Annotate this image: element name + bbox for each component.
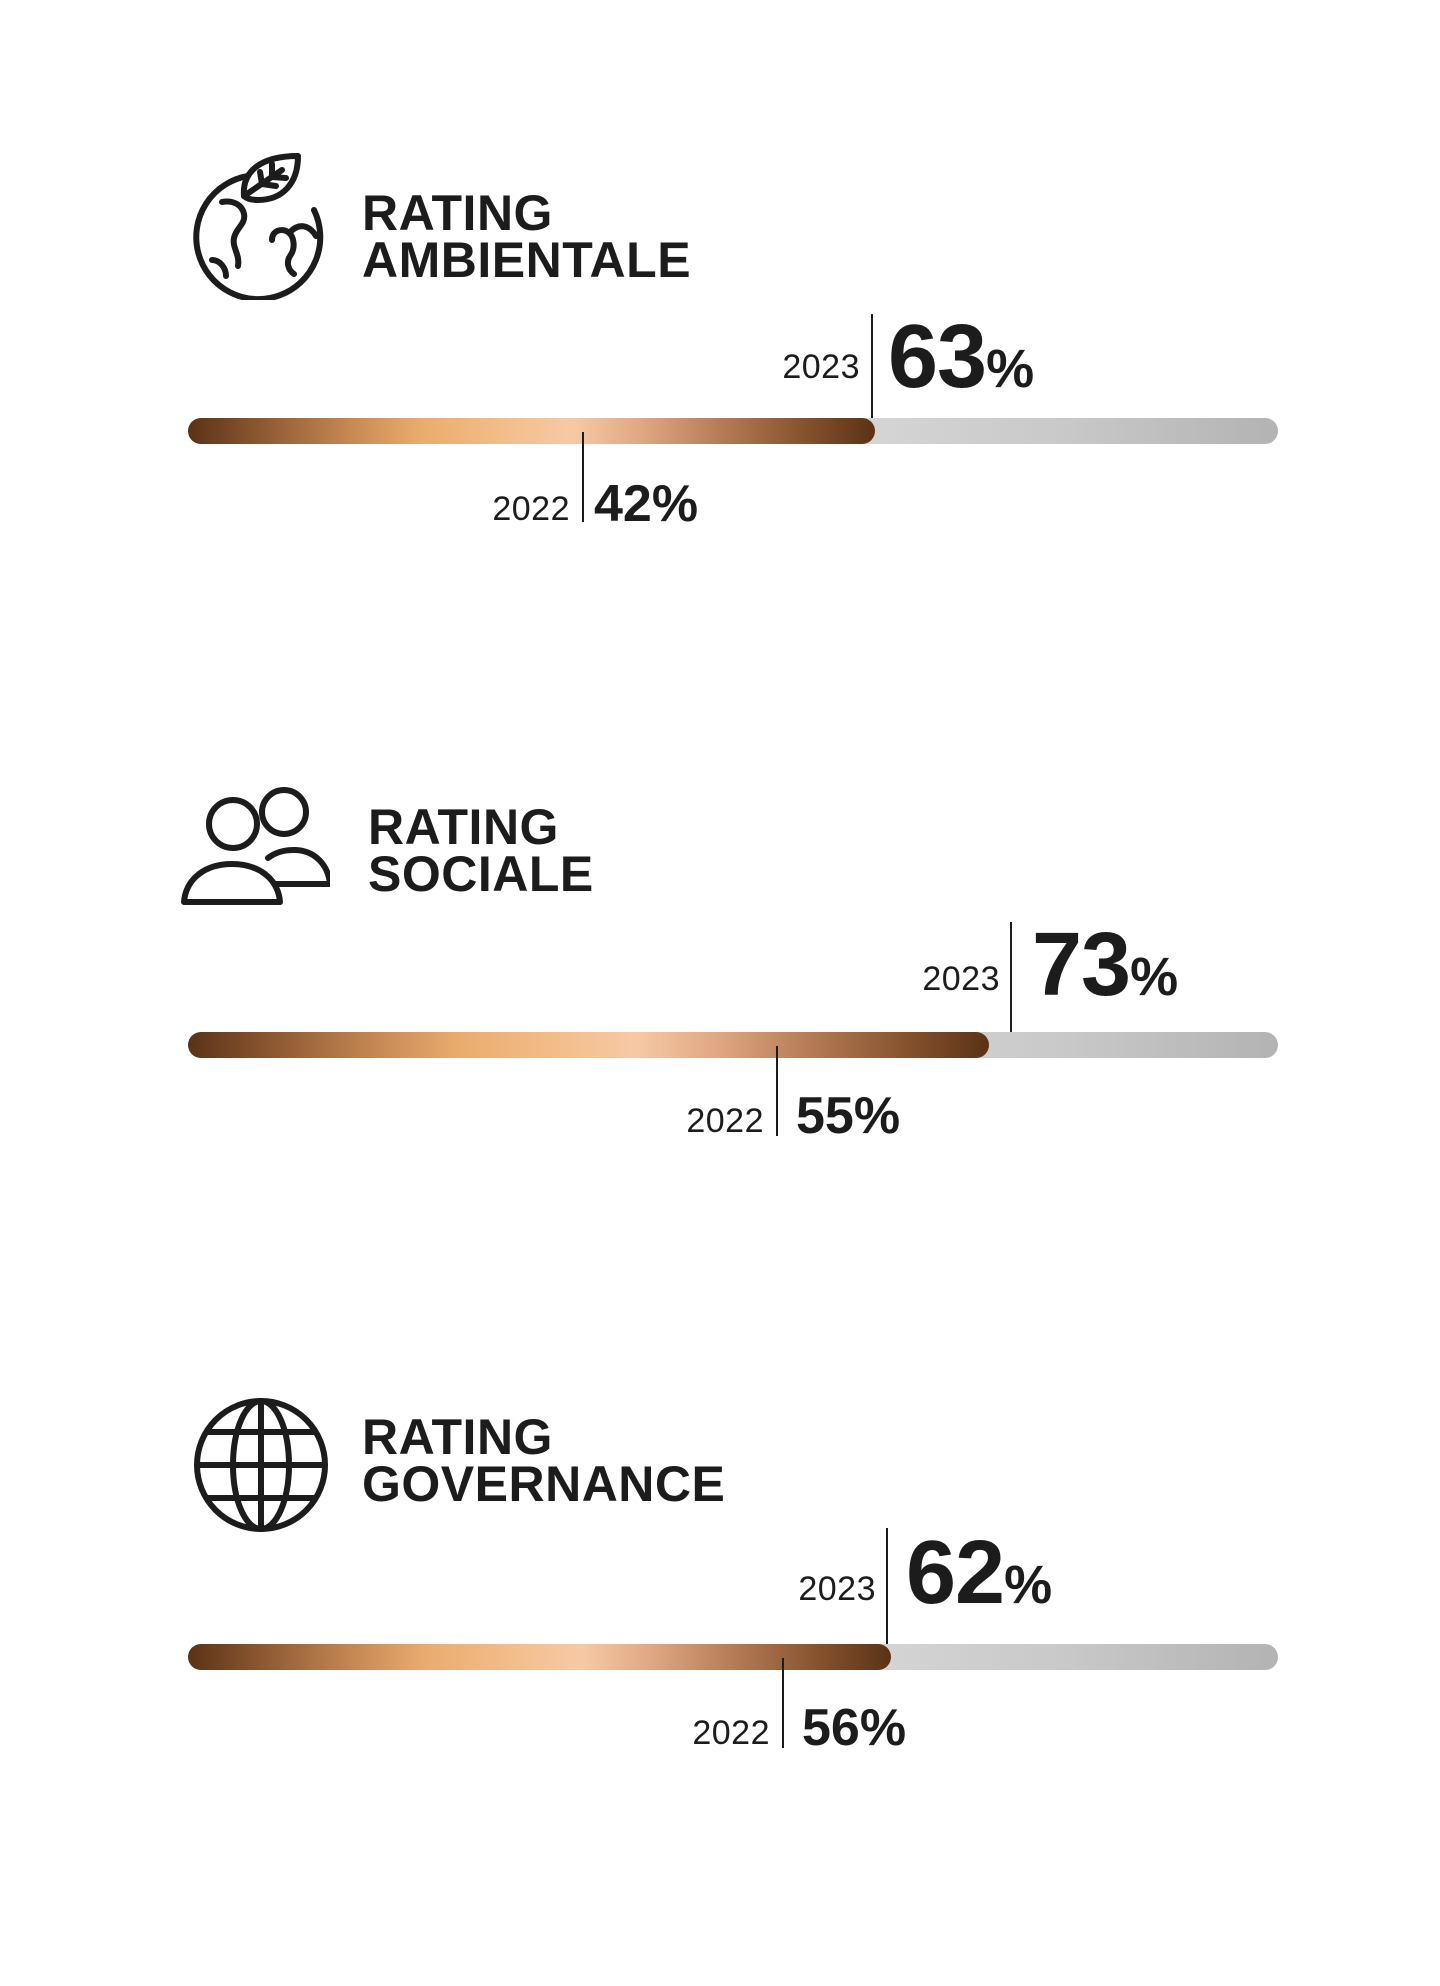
current-value-number: 73 [1032,915,1131,1015]
rating-title-line2: AMBIENTALE [362,232,692,288]
current-year-label: 2023 [782,348,860,386]
current-value: 73% [1032,920,1178,1022]
current-marker [871,314,873,444]
current-marker [1010,922,1012,1052]
rating-title-line1: RATING [368,799,559,855]
current-value: 62% [906,1528,1052,1630]
previous-value: 56% [802,1699,907,1757]
progress-fill-2023 [188,418,875,444]
rating-title-line2: SOCIALE [368,846,594,902]
rating-title-line2: GOVERNANCE [362,1456,726,1512]
current-year-label: 2023 [798,1570,876,1608]
previous-year-label: 2022 [492,490,570,528]
rating-title-line1: RATING [362,1409,553,1465]
current-value-number: 62 [906,1523,1005,1623]
rating-block-governance: RATING GOVERNANCE 2023 62% 2022 56% [0,0,1440,1754]
globe-grid-icon [186,1390,336,1540]
people-icon [180,780,330,930]
progress-fill-2023 [188,1644,892,1670]
current-value-number: 63 [888,307,987,407]
previous-year-label: 2022 [692,1714,770,1752]
rating-title-line1: RATING [362,185,553,241]
progress-track [188,1032,1278,1058]
progress-track [188,1644,1278,1670]
previous-marker [582,432,584,522]
progress-track [188,418,1278,444]
previous-value: 55% [796,1087,901,1145]
rating-title: RATING GOVERNANCE [362,1409,726,1512]
current-value-unit: % [1130,947,1179,1007]
rating-block-sociale: RATING SOCIALE 2023 73% 2022 55% [0,0,1440,1142]
rating-title: RATING SOCIALE [368,799,594,902]
current-value: 63% [888,312,1034,414]
rating-block-ambientale: RATING AMBIENTALE 2023 63% 2022 42% [0,0,1440,530]
previous-year-label: 2022 [686,1102,764,1140]
progress-fill-2023 [188,1032,990,1058]
globe-leaf-icon [186,150,336,300]
current-marker [886,1528,888,1658]
previous-marker [776,1046,778,1136]
previous-value: 42% [594,475,699,533]
previous-marker [782,1658,784,1748]
current-value-unit: % [1004,1555,1053,1615]
rating-title: RATING AMBIENTALE [362,185,692,288]
current-value-unit: % [986,339,1035,399]
current-year-label: 2023 [922,960,1000,998]
